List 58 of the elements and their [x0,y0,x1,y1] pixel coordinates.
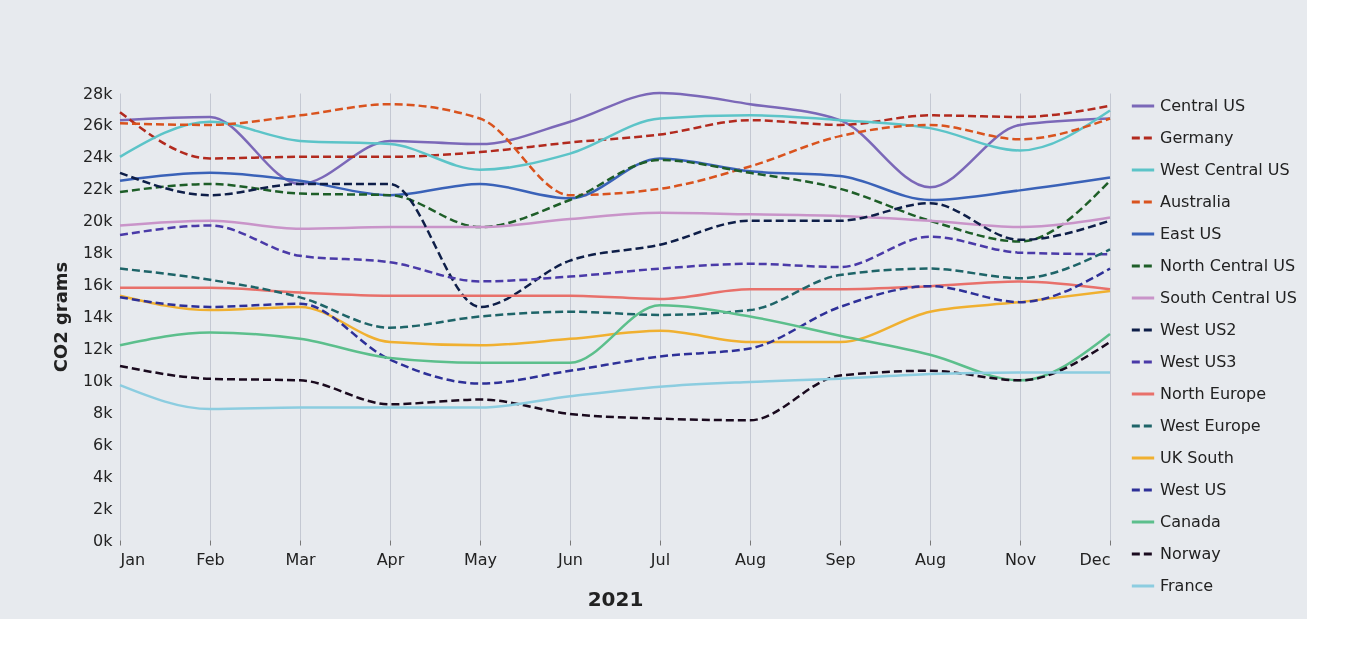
x-tick-label: Jun [557,549,583,569]
line-series [118,211,1112,230]
legend-label: West US3 [1160,352,1237,371]
line-series [118,304,1112,382]
x-tick-label: Dec [1079,549,1111,569]
y-tick-label: 28k [82,83,114,103]
x-tick-label: Jul [649,549,671,569]
y-tick-label: 10k [82,370,114,390]
y-tick-label: 0k [93,530,114,550]
y-tick-label: 18k [82,243,114,263]
x-tick-label: Aug [914,549,947,569]
legend-label: Australia [1160,192,1231,211]
legend-label: North Central US [1160,256,1296,275]
legend-label: Central US [1160,96,1246,115]
y-tick-label: 6k [93,434,114,454]
line-series [118,280,1112,301]
y-tick-label: 2k [93,498,114,518]
y-tick-label: 20k [82,211,114,231]
y-tick-label: 4k [93,466,114,486]
y-tick-label: 8k [93,402,114,422]
y-tick-label: 14k [82,307,114,326]
x-tick-label: May [463,549,498,569]
y-tick-label: 24k [82,147,114,167]
x-tick-label: Sep [825,549,856,569]
x-tick-label: Aug [734,549,767,569]
legend-label: East US [1160,224,1222,243]
line-series [118,340,1112,422]
line-series [118,267,1112,385]
line-series [118,289,1112,347]
line-series [118,102,1112,197]
legend-label: West US [1160,480,1227,499]
line-series [118,248,1112,329]
x-tick-label: Mar [285,549,317,569]
y-tick-label: 22k [82,179,114,199]
y-axis-title: CO2 grams [49,261,71,373]
y-tick-label: 12k [82,338,114,358]
legend-label: Norway [1160,544,1221,563]
legend-label: West Central US [1160,160,1290,179]
legend-label: France [1160,576,1214,595]
x-tick-label: Feb [196,549,225,569]
legend-label: North Europe [1160,384,1267,403]
line-series [118,371,1112,411]
y-tick-label: 16k [82,275,114,295]
x-tick-label: Jan [119,549,146,569]
legend-label: Canada [1160,512,1221,531]
line-series [118,91,1112,189]
legend-label: UK South [1160,448,1234,467]
x-tick-label: Nov [1004,549,1037,569]
x-axis-title: 2021 [587,586,644,611]
x-tick-label: Apr [376,549,405,569]
legend-label: Germany [1160,128,1234,147]
line-series [118,109,1112,171]
legend-label: South Central US [1160,288,1297,307]
y-tick-label: 26k [82,115,114,135]
legend-label: West Europe [1160,416,1261,435]
line-series [118,157,1112,202]
legend-label: West US2 [1160,320,1237,339]
line-series [118,158,1112,243]
